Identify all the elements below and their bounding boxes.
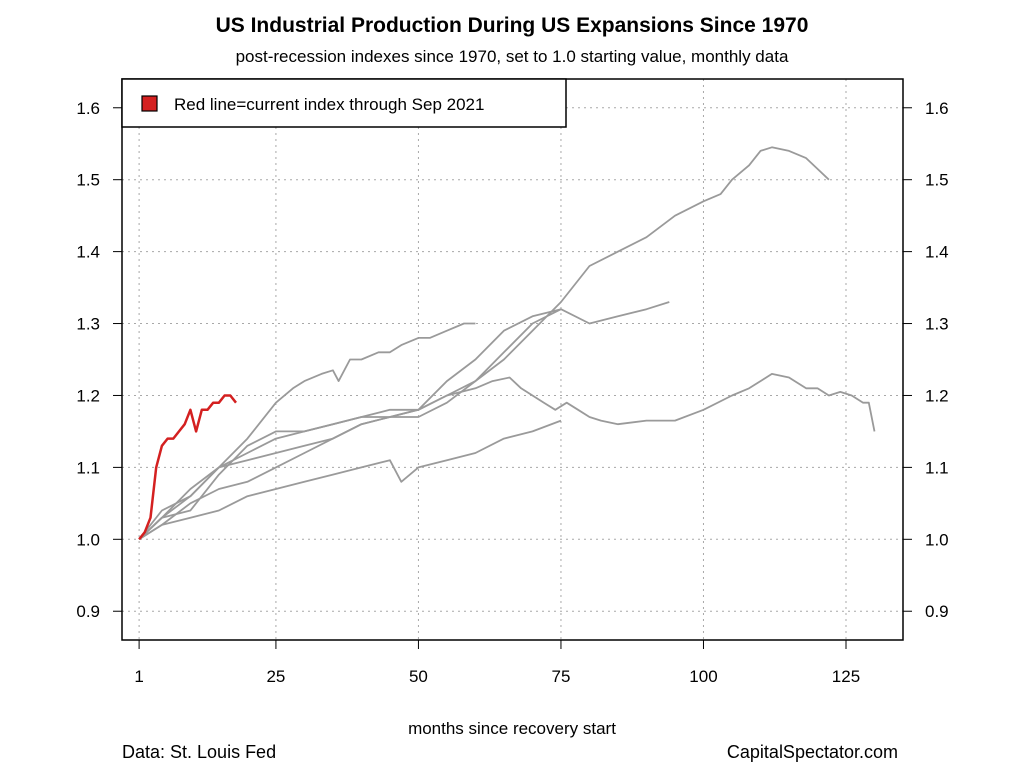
y-tick-label-left: 1.4 <box>76 243 100 262</box>
past-expansion-line <box>138 301 670 541</box>
x-axis-label: months since recovery start <box>408 719 616 738</box>
y-tick-label-right: 1.0 <box>925 530 949 549</box>
y-tick-label-left: 1.6 <box>76 99 100 118</box>
past-expansion-line <box>138 308 562 540</box>
current-expansion-line <box>138 394 237 541</box>
y-tick-label-right: 1.2 <box>925 386 949 405</box>
y-tick-label-right: 0.9 <box>925 602 949 621</box>
y-tick-label-left: 0.9 <box>76 602 100 621</box>
x-tick-label: 75 <box>551 667 570 686</box>
y-tick-label-right: 1.6 <box>925 99 949 118</box>
y-tick-label-right: 1.1 <box>925 458 949 477</box>
y-tick-label-right: 1.3 <box>925 315 949 334</box>
axis-ticks: 0.9 0.9 1.0 1.0 1.1 1.1 1.2 1.2 1.3 1.3 1.4 1.4 1.5 1… <box>76 99 948 686</box>
x-tick-label: 50 <box>409 667 428 686</box>
y-tick-label-left: 1.2 <box>76 386 100 405</box>
x-tick-label: 25 <box>266 667 285 686</box>
y-tick-label-left: 1.1 <box>76 458 100 477</box>
y-tick-label-left: 1.3 <box>76 315 100 334</box>
past-expansion-line <box>138 419 562 541</box>
y-tick-label-right: 1.5 <box>925 171 949 190</box>
plot-frame <box>121 78 904 641</box>
past-expansion-line <box>138 322 476 540</box>
legend-box <box>121 78 567 128</box>
y-tick-label-left: 1.5 <box>76 171 100 190</box>
legend-swatch <box>141 95 158 112</box>
series-layer <box>138 146 876 541</box>
x-tick-label: 100 <box>689 667 717 686</box>
x-tick-label: 1 <box>134 667 143 686</box>
y-tick-label-right: 1.4 <box>925 243 949 262</box>
credit-note: CapitalSpectator.com <box>727 742 898 762</box>
grid <box>122 79 903 640</box>
y-tick-label-left: 1.0 <box>76 530 100 549</box>
past-expansion-line <box>138 373 876 540</box>
chart-subtitle: post-recession indexes since 1970, set t… <box>236 47 789 66</box>
legend-label: Red line=current index through Sep 2021 <box>174 95 484 114</box>
past-expansion-line <box>138 146 830 540</box>
chart-title: US Industrial Production During US Expan… <box>216 14 809 37</box>
x-tick-label: 125 <box>832 667 860 686</box>
source-note: Data: St. Louis Fed <box>122 742 276 762</box>
legend: Red line=current index through Sep 2021 <box>121 78 567 128</box>
